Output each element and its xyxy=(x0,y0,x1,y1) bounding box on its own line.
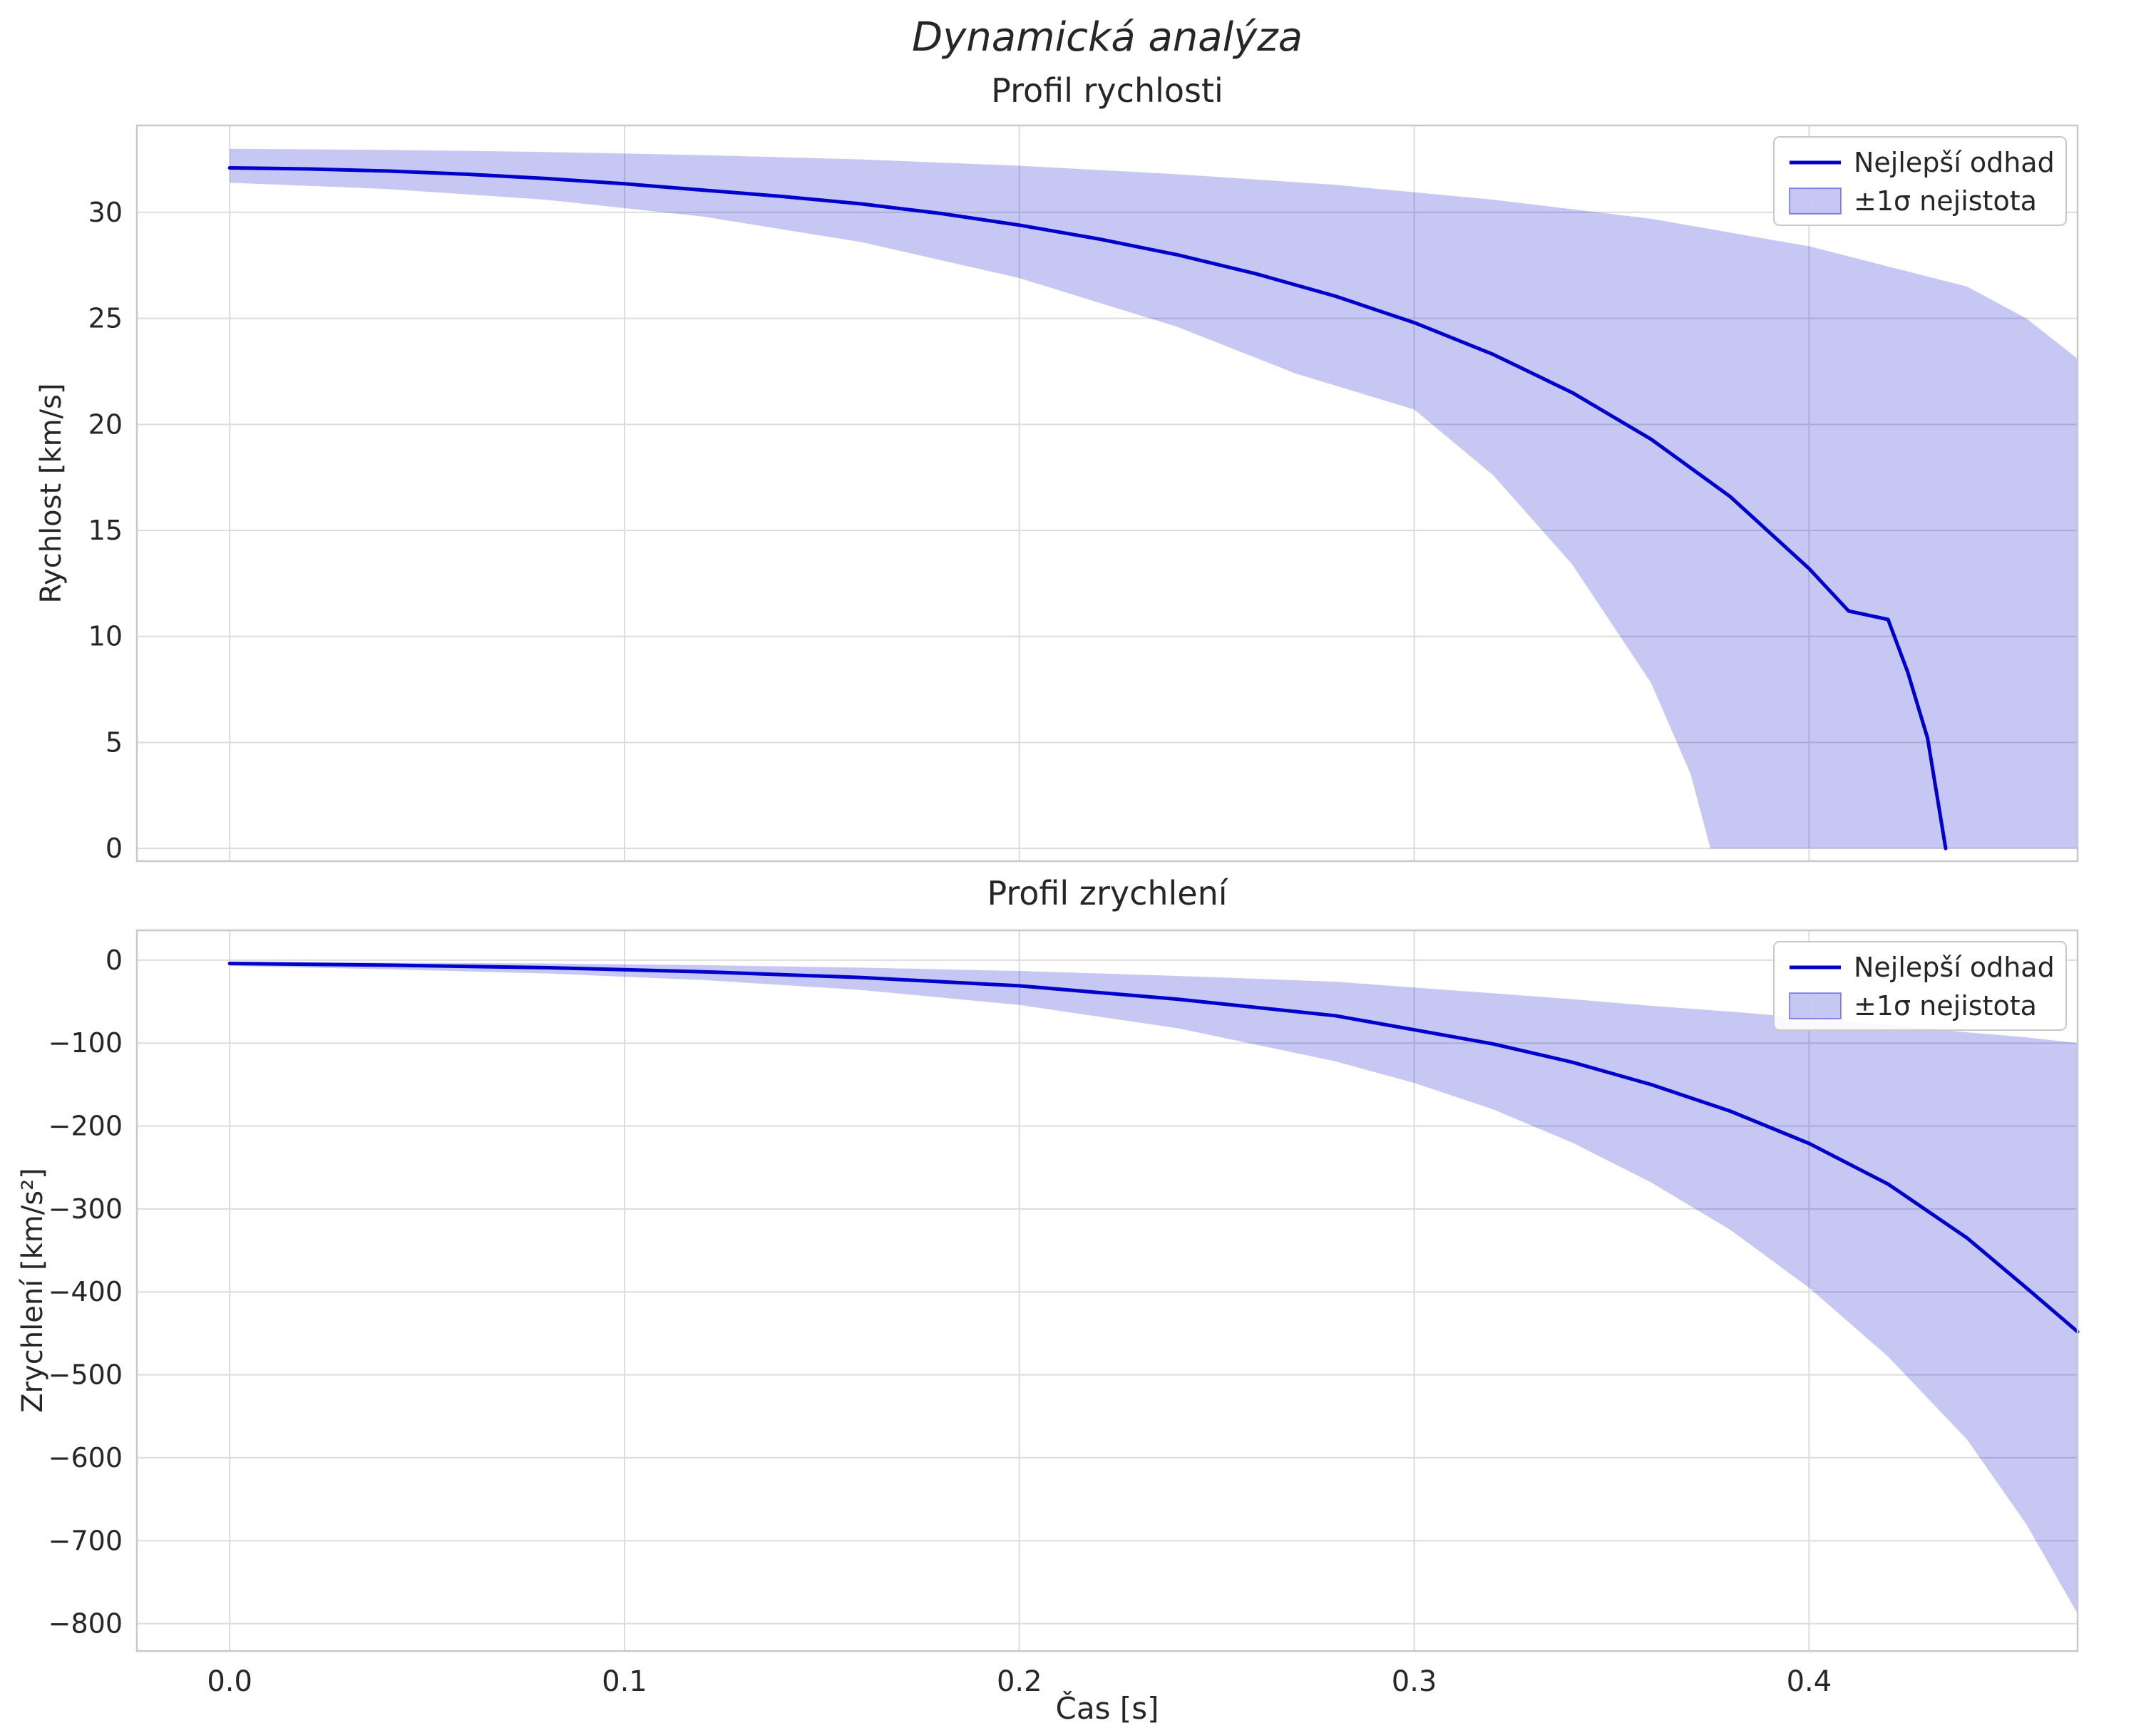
svg-text:−400: −400 xyxy=(48,1276,123,1307)
svg-text:Nejlepší odhad: Nejlepší odhad xyxy=(1854,147,2055,178)
svg-text:Nejlepší odhad: Nejlepší odhad xyxy=(1854,952,2055,983)
svg-text:−300: −300 xyxy=(48,1193,123,1225)
svg-text:−500: −500 xyxy=(48,1359,123,1391)
svg-text:0.0: 0.0 xyxy=(207,1665,252,1698)
svg-text:0: 0 xyxy=(106,833,123,864)
x-axis-label: Čas [s] xyxy=(1055,1691,1159,1726)
svg-text:30: 30 xyxy=(88,197,123,228)
svg-text:±1σ nejistota: ±1σ nejistota xyxy=(1854,185,2037,217)
svg-text:20: 20 xyxy=(88,408,123,440)
svg-text:5: 5 xyxy=(106,726,123,758)
y-axis-label-velocity: Rychlost [km/s] xyxy=(35,383,68,604)
figure-suptitle: Dynamická analýza xyxy=(911,14,1303,61)
svg-text:0.2: 0.2 xyxy=(997,1665,1042,1698)
svg-text:25: 25 xyxy=(88,303,123,334)
svg-text:−600: −600 xyxy=(48,1442,123,1474)
subplot-title-velocity: Profil rychlosti xyxy=(991,71,1223,110)
svg-text:−100: −100 xyxy=(48,1027,123,1059)
svg-text:0.1: 0.1 xyxy=(602,1665,647,1698)
svg-text:−200: −200 xyxy=(48,1111,123,1142)
svg-text:0.4: 0.4 xyxy=(1787,1665,1832,1698)
svg-text:−800: −800 xyxy=(48,1608,123,1640)
svg-text:−700: −700 xyxy=(48,1525,123,1556)
subplot-title-acceleration: Profil zrychlení xyxy=(987,874,1228,912)
y-axis-label-acceleration: Zrychlení [km/s²] xyxy=(16,1168,49,1413)
svg-text:±1σ nejistota: ±1σ nejistota xyxy=(1854,990,2037,1022)
svg-text:10: 10 xyxy=(88,621,123,652)
svg-text:15: 15 xyxy=(88,515,123,546)
svg-text:0: 0 xyxy=(106,945,123,976)
svg-text:0.3: 0.3 xyxy=(1392,1665,1437,1698)
